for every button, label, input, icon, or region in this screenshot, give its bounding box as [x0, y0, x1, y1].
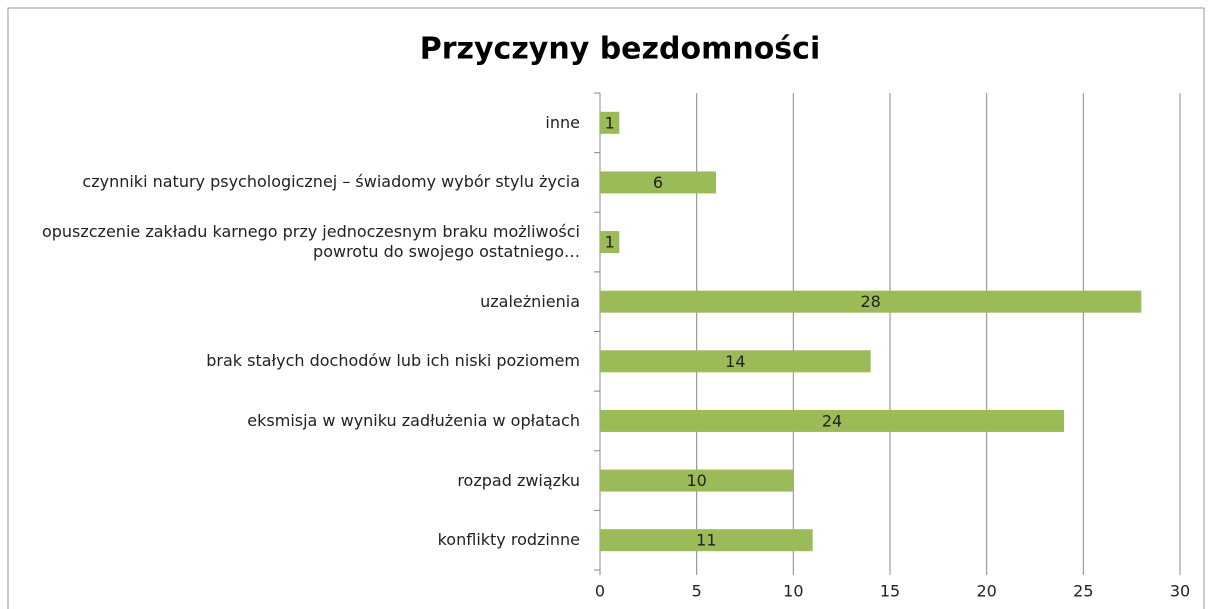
- bar: [600, 290, 1142, 313]
- x-tick-label: 20: [976, 582, 996, 601]
- chart-title: Przyczyny bezdomności: [420, 32, 820, 67]
- y-tick-label: uzależnienia: [480, 291, 580, 311]
- y-tick-label: brak stałych dochodów lub ich niski pozi…: [206, 351, 580, 371]
- x-tick-label: 30: [1170, 582, 1190, 601]
- y-tick-label: opuszczenie zakładu karnego przy jednocz…: [41, 222, 580, 262]
- data-label: 1: [605, 113, 615, 132]
- bar: [600, 231, 620, 254]
- bar: [600, 171, 716, 194]
- x-tick-label: 0: [595, 582, 605, 601]
- x-tick-label: 10: [783, 582, 803, 601]
- data-label: 1: [605, 233, 615, 252]
- bar: [600, 111, 620, 134]
- y-tick-label: rozpad związku: [457, 470, 580, 490]
- y-tick-label: konflikty rodzinne: [437, 530, 580, 550]
- bar: [600, 350, 871, 373]
- y-tick-label: czynniki natury psychologicznej – świado…: [82, 172, 580, 192]
- y-tick-label: inne: [545, 112, 580, 132]
- bar: [600, 409, 1064, 432]
- data-label: 14: [725, 352, 745, 371]
- data-label: 24: [822, 411, 842, 430]
- y-tick-label: eksmisja w wyniku zadłużenia w opłatach: [247, 410, 580, 430]
- data-label: 11: [696, 531, 716, 550]
- data-label: 6: [653, 173, 663, 192]
- x-tick-label: 25: [1073, 582, 1093, 601]
- frame: [7, 7, 1205, 609]
- x-tick-label: 5: [692, 582, 702, 601]
- data-label: 28: [860, 292, 880, 311]
- bar: [600, 469, 794, 492]
- data-label: 10: [686, 471, 706, 490]
- x-tick-label: 15: [880, 582, 900, 601]
- bar: [600, 529, 813, 552]
